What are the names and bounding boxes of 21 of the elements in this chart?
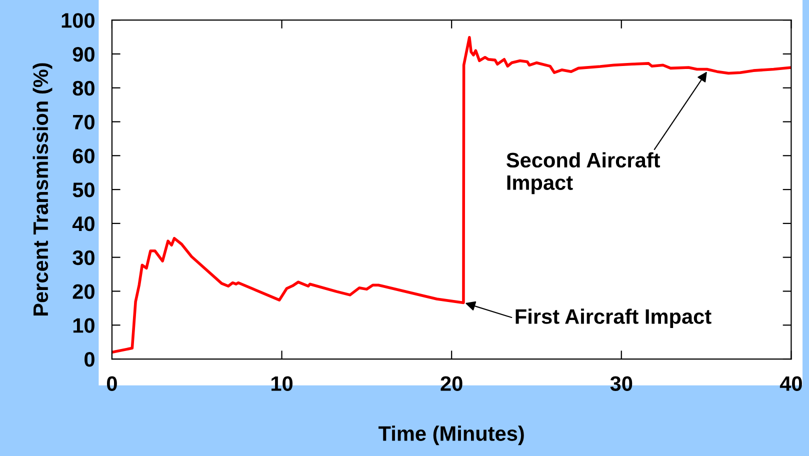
y-tick-label: 90 <box>72 46 94 62</box>
x-tick-label: 20 <box>440 376 462 391</box>
y-axis-title: Percent Transmission (%) <box>32 63 52 316</box>
x-axis-title: Time (Minutes) <box>378 426 524 446</box>
y-tick-label: 100 <box>62 13 94 28</box>
annotation: Second Aircraft Impact <box>506 152 660 194</box>
x-tick-label: 0 <box>106 376 117 391</box>
y-tick-label: 30 <box>72 250 94 266</box>
y-tick-label: 60 <box>72 148 94 164</box>
annotation: First Aircraft Impact <box>516 308 712 328</box>
y-tick-label: 10 <box>73 318 94 333</box>
y-tick-label: 50 <box>72 182 94 198</box>
y-tick-label: 20 <box>72 284 94 299</box>
y-tick-label: 40 <box>72 216 94 232</box>
x-tick-label: 30 <box>610 376 632 392</box>
line-series <box>112 36 792 354</box>
x-tick-label: 10 <box>272 376 293 391</box>
y-tick-label: 80 <box>72 80 94 96</box>
y-tick-label: 0 <box>84 352 94 367</box>
y-tick-label: 70 <box>73 114 94 130</box>
x-tick-label: 40 <box>780 376 802 391</box>
